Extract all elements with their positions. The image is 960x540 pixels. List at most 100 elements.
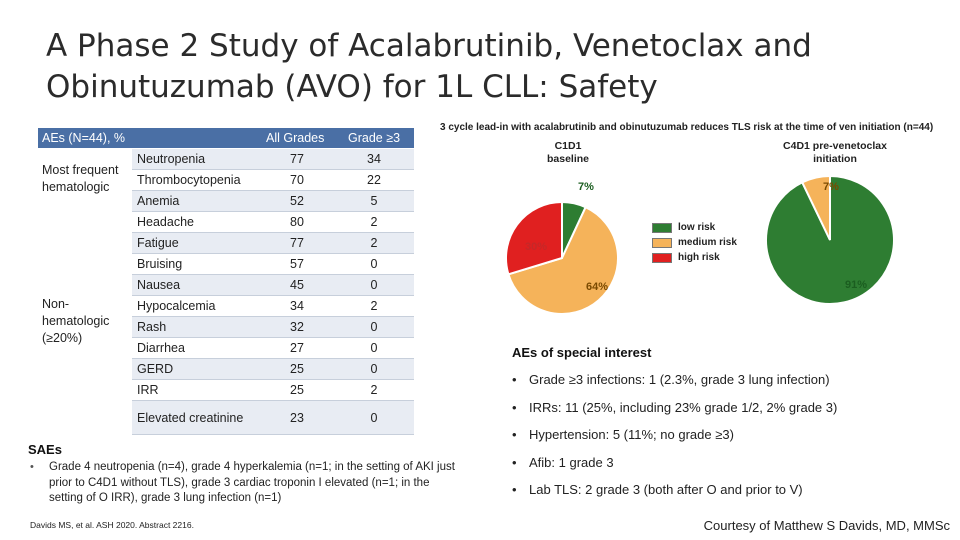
row-divider xyxy=(132,190,414,191)
row-divider xyxy=(132,358,414,359)
cell-grade3: 2 xyxy=(370,383,378,397)
cell-ae-name: IRR xyxy=(137,383,159,397)
row-divider xyxy=(132,232,414,233)
cell-all-grades: 27 xyxy=(290,341,304,355)
table-row: Hypocalcemia 34 2 xyxy=(38,296,414,317)
cell-ae-name: Neutropenia xyxy=(137,152,206,166)
cell-ae-name: Fatigue xyxy=(137,236,179,250)
row-shading xyxy=(132,401,414,435)
row-divider xyxy=(132,211,414,212)
row-divider xyxy=(132,400,414,401)
cell-ae-name: Nausea xyxy=(137,278,181,292)
table-row: Headache 80 2 xyxy=(38,212,414,233)
cell-grade3: 0 xyxy=(370,362,378,376)
aes-item-text: Grade ≥3 infections: 1 (2.3%, grade 3 lu… xyxy=(529,372,830,387)
page-title: A Phase 2 Study of Acalabrutinib, Veneto… xyxy=(46,28,812,105)
courtesy-credit: Courtesy of Matthew S Davids, MD, MMSc xyxy=(703,518,950,533)
table-row: IRR 25 2 xyxy=(38,380,414,401)
list-item: • IRRs: 11 (25%, including 23% grade 1/2,… xyxy=(512,400,952,428)
row-divider xyxy=(132,295,414,296)
row-divider xyxy=(132,337,414,338)
cell-ae-name: Hypocalcemia xyxy=(137,299,216,313)
bullet-dot: • xyxy=(512,372,517,387)
aes-interest-list: • Grade ≥3 infections: 1 (2.3%, grade 3 l… xyxy=(512,372,952,510)
cell-all-grades: 80 xyxy=(290,215,304,229)
bullet-dot: • xyxy=(512,399,517,415)
cell-ae-name: GERD xyxy=(137,362,174,376)
aes-item-text: Afib: 1 grade 3 xyxy=(529,454,614,470)
cell-all-grades: 34 xyxy=(290,299,304,313)
cell-grade3: 0 xyxy=(370,320,378,334)
row-shading xyxy=(132,233,414,254)
pie-slice-medium-risk xyxy=(800,174,831,241)
aes-item-text: IRRs: 11 (25%, including 23% grade 1/2, … xyxy=(529,399,838,415)
bullet-dot: • xyxy=(512,482,517,497)
saes-title: SAEs xyxy=(28,442,62,457)
cell-ae-name: Diarrhea xyxy=(137,341,185,355)
table-row: Bruising 57 0 xyxy=(38,254,414,275)
bullet-dot: • xyxy=(512,454,517,470)
header-label: AEs (N=44), % xyxy=(42,131,126,145)
header-grade3: Grade ≥3 xyxy=(348,131,401,145)
header-all-grades: All Grades xyxy=(266,131,325,145)
cell-ae-name: Bruising xyxy=(137,257,183,271)
aes-item-text: Lab TLS: 2 grade 3 (both after O and pri… xyxy=(529,482,803,497)
cell-grade3: 2 xyxy=(370,215,378,229)
cell-grade3: 0 xyxy=(370,278,378,292)
pie-data-label: 91% xyxy=(845,279,867,291)
list-item: • Hypertension: 5 (11%; no grade ≥3) xyxy=(512,427,952,455)
pie-slice-low-risk xyxy=(561,200,587,259)
table-row: Fatigue 77 2 xyxy=(38,233,414,254)
row-divider xyxy=(132,316,414,317)
row-shading xyxy=(132,191,414,212)
saes-bullet: • xyxy=(30,461,34,473)
row-shading xyxy=(132,275,414,296)
saes-text: Grade 4 neutropenia (n=4), grade 4 hyper… xyxy=(49,461,455,504)
cell-grade3: 2 xyxy=(370,236,378,250)
pie-slice-medium-risk xyxy=(507,205,619,315)
table-row: Rash 32 0 xyxy=(38,317,414,338)
cell-ae-name: Anemia xyxy=(137,194,180,208)
cell-all-grades: 23 xyxy=(290,411,304,425)
cell-grade3: 0 xyxy=(370,341,378,355)
cell-ae-name: Rash xyxy=(137,320,167,334)
pie-slice-high-risk xyxy=(505,200,563,276)
table-row: GERD 25 0 xyxy=(38,359,414,380)
legend-item-low: low risk xyxy=(652,220,737,235)
citation: Davids MS, et al. ASH 2020. Abstract 221… xyxy=(30,520,194,530)
cell-all-grades: 32 xyxy=(290,320,304,334)
legend-label-low: low risk xyxy=(678,222,716,233)
row-divider xyxy=(132,379,414,380)
row-shading xyxy=(132,317,414,338)
cell-all-grades: 70 xyxy=(290,173,304,187)
group-hematologic: Most frequent hematologic xyxy=(42,163,119,194)
cell-all-grades: 77 xyxy=(290,236,304,250)
cell-all-grades: 45 xyxy=(290,278,304,292)
row-divider xyxy=(132,434,414,435)
cell-grade3: 0 xyxy=(370,257,378,271)
group-nonhematologic: Non-hematologic (≥20%) xyxy=(42,297,110,345)
row-shading xyxy=(132,359,414,380)
pie-data-label: 30% xyxy=(525,241,547,253)
table-row: Anemia 52 5 xyxy=(38,191,414,212)
list-item: • Afib: 1 grade 3 xyxy=(512,455,952,483)
pie-slice-low-risk xyxy=(765,174,895,305)
aes-interest-title: AEs of special interest xyxy=(512,345,652,360)
legend-item-medium: medium risk xyxy=(652,235,737,250)
table-row: Thrombocytopenia 70 22 xyxy=(38,170,414,191)
cell-all-grades: 25 xyxy=(290,383,304,397)
legend-swatch-medium xyxy=(652,237,672,248)
table-header: AEs (N=44), % All Grades Grade ≥3 xyxy=(38,128,414,148)
cell-grade3: 2 xyxy=(370,299,378,313)
pie-data-label: 64% xyxy=(586,281,608,293)
legend-item-high: high risk xyxy=(652,250,737,265)
table-row: Elevated creatinine 23 0 xyxy=(38,401,414,435)
legend-swatch-low xyxy=(652,222,672,233)
cell-all-grades: 57 xyxy=(290,257,304,271)
pie-data-label: 7% xyxy=(578,181,594,193)
pie-title-baseline: C1D1 baseline xyxy=(546,140,590,165)
row-divider xyxy=(132,274,414,275)
table-row: Neutropenia 77 34 xyxy=(38,149,414,170)
list-item: • Grade ≥3 infections: 1 (2.3%, grade 3 l… xyxy=(512,372,952,400)
cell-ae-name: Elevated creatinine xyxy=(137,411,244,425)
